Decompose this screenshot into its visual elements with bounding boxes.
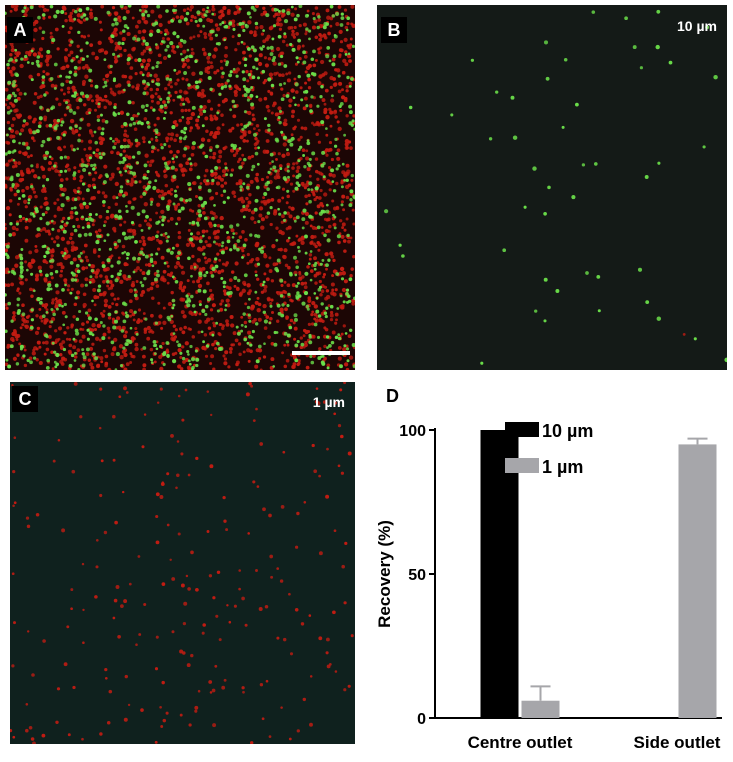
panel-a-label: A <box>7 17 33 43</box>
panel-b-size-tag: 10 µm <box>677 18 717 34</box>
panel-d-chart: D 0 50 100 Recovery (%) Centre outlet Side ou… <box>372 380 733 757</box>
panel-c-size-tag: 1 µm <box>312 394 345 410</box>
red-beads <box>5 5 355 370</box>
x-tick-label: Side outlet <box>634 733 721 752</box>
legend-swatch <box>505 458 539 473</box>
legend-swatch <box>505 422 539 437</box>
panel-c-label: C <box>12 386 38 412</box>
legend-label: 10 µm <box>542 421 593 441</box>
bar <box>678 444 717 718</box>
red-beads <box>682 333 686 336</box>
legend-label: 1 µm <box>542 457 583 477</box>
green-beads <box>384 9 727 365</box>
y-tick-label: 0 <box>417 711 426 728</box>
y-tick-label: 100 <box>399 423 426 440</box>
bar <box>521 700 560 718</box>
scale-bar <box>292 351 350 355</box>
panel-c-micrograph: C 1 µm <box>10 382 355 744</box>
panel-b-image <box>377 5 727 370</box>
panel-a-micrograph: A <box>5 5 355 370</box>
panel-b-micrograph: B 10 µm <box>377 5 727 370</box>
y-tick-label: 50 <box>408 567 426 584</box>
y-axis-label: Recovery (%) <box>375 520 394 628</box>
green-beads <box>5 5 355 370</box>
panel-d-label: D <box>386 386 399 406</box>
x-tick-label: Centre outlet <box>468 733 573 752</box>
panel-c-image <box>10 382 355 744</box>
panel-b-label: B <box>381 17 407 43</box>
bar <box>480 430 519 718</box>
recovery-bar-chart: D 0 50 100 Recovery (%) Centre outlet Side ou… <box>375 386 722 752</box>
red-beads <box>10 382 354 744</box>
panel-a-image <box>5 5 355 370</box>
